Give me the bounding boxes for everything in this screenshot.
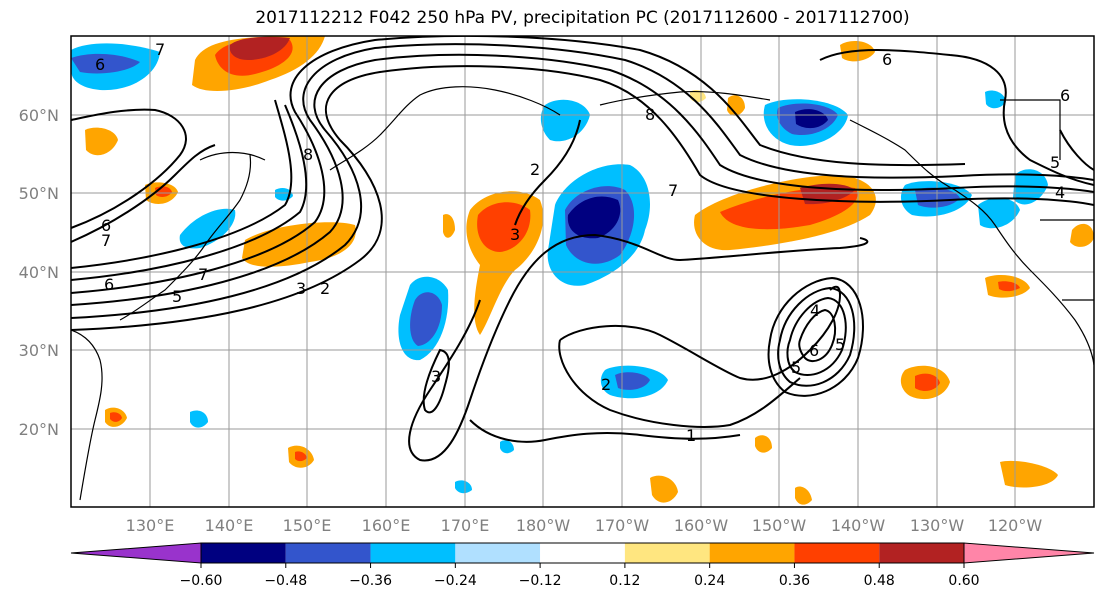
contour-labels: 6 6 7 7 8 8 7 7 6 6 5 5 4 3 2 1 2 3 2 3 … <box>95 40 1070 445</box>
contour-label: 8 <box>645 105 655 124</box>
pv-contours <box>71 36 1094 462</box>
colorbar-tick-label: 0.36 <box>779 573 810 589</box>
colorbar-swatch <box>285 543 371 563</box>
colorbar-extend-low <box>70 542 202 564</box>
lon-label: 140°E <box>205 516 254 535</box>
colorbar-swatch <box>201 543 286 563</box>
colorbar-tick-label: −0.24 <box>434 573 477 589</box>
map-frame <box>70 35 1095 508</box>
map-title: 2017112212 F042 250 hPa PV, precipitatio… <box>255 8 910 28</box>
contour-label: 6 <box>101 216 111 235</box>
contour-label: 4 <box>810 301 820 320</box>
lat-label: 40°N <box>19 263 59 282</box>
contour-label: 7 <box>101 231 111 250</box>
colorbar-swatch <box>540 543 625 563</box>
colorbar-swatch <box>709 543 795 563</box>
lon-label: 160°W <box>674 516 729 535</box>
contour-label: 5 <box>1050 153 1060 172</box>
contour-label: 3 <box>431 367 441 386</box>
lon-label: 140°W <box>831 516 886 535</box>
lat-label: 50°N <box>19 184 59 203</box>
graticule <box>71 36 1094 507</box>
colorbar-swatch <box>624 543 710 563</box>
colorbar-frame <box>200 542 965 564</box>
lon-label: 180°W <box>516 516 571 535</box>
lon-label: 170°E <box>441 516 490 535</box>
contour-label: 6 <box>1060 86 1070 105</box>
colorbar-tick-label: −0.36 <box>349 573 392 589</box>
lon-label: 150°W <box>752 516 807 535</box>
colorbar-tick-label: −0.60 <box>180 573 223 589</box>
contour-label: 6 <box>882 50 892 69</box>
lat-label: 30°N <box>19 341 59 360</box>
colorbar: −0.60 −0.48 −0.36 −0.24 −0.12 0.12 0.24 0.36 0.4… <box>70 542 1095 589</box>
colorbar-swatch <box>455 543 541 563</box>
contour-label: 1 <box>686 426 696 445</box>
lon-label: 130°W <box>910 516 965 535</box>
contour-label: 5 <box>172 287 182 306</box>
latitude-labels: 60°N 50°N 40°N 30°N 20°N <box>19 106 59 439</box>
contour-label: 2 <box>601 375 611 394</box>
precipitation-shading <box>71 36 1094 505</box>
lon-label: 120°W <box>988 516 1043 535</box>
colorbar-extend-high <box>963 542 1095 564</box>
colorbar-tick-label: −0.48 <box>264 573 307 589</box>
contour-label: 5 <box>791 358 801 377</box>
contour-label: 6 <box>809 341 819 360</box>
contour-label: 3 <box>296 279 306 298</box>
contour-label: 2 <box>320 279 330 298</box>
contour-label: 7 <box>155 40 165 59</box>
contour-label: 6 <box>104 275 114 294</box>
lat-label: 60°N <box>19 106 59 125</box>
colorbar-swatch <box>794 543 880 563</box>
colorbar-tick-label: −0.12 <box>519 573 562 589</box>
lon-label: 150°E <box>283 516 332 535</box>
contour-label: 5 <box>835 335 845 354</box>
contour-label: 7 <box>668 181 678 200</box>
lon-label: 160°E <box>362 516 411 535</box>
contour-label: 3 <box>510 225 520 244</box>
contour-label: 4 <box>1055 183 1065 202</box>
colorbar-tick-label: 0.48 <box>864 573 895 589</box>
lon-label: 130°E <box>126 516 175 535</box>
lat-label: 20°N <box>19 420 59 439</box>
lon-label: 170°W <box>595 516 650 535</box>
contour-label: 8 <box>303 145 313 164</box>
colorbar-swatch <box>370 543 456 563</box>
contour-label: 2 <box>530 160 540 179</box>
contour-label: 7 <box>198 265 208 284</box>
colorbar-tick-label: 0.60 <box>948 573 979 589</box>
contour-label: 6 <box>95 55 105 74</box>
colorbar-tick-label: 0.12 <box>609 573 640 589</box>
longitude-labels: 130°E 140°E 150°E 160°E 170°E 180°W 170°… <box>126 516 1043 535</box>
colorbar-swatch <box>879 543 964 563</box>
coastlines <box>71 86 1094 501</box>
colorbar-tick-label: 0.24 <box>694 573 725 589</box>
